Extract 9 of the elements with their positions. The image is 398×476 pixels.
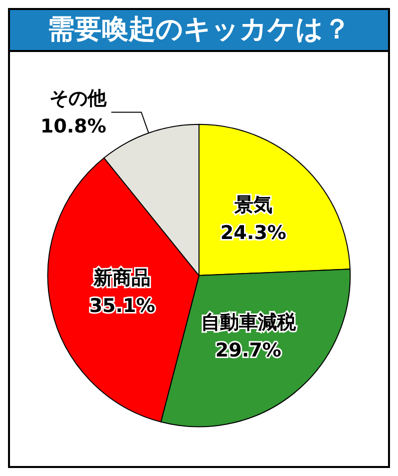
slice-label: 自動車減税	[200, 312, 297, 334]
slice-label: 景気	[233, 194, 272, 216]
slice-label: その他	[49, 87, 108, 110]
data-label: 35.1%	[89, 295, 156, 318]
data-label: 10.8%	[40, 115, 106, 138]
data-label: 29.7%	[215, 340, 282, 362]
chart-title: 需要喚起のキッカケは？	[10, 10, 388, 52]
data-label: 24.3%	[220, 222, 286, 244]
slice-label: 新商品	[92, 267, 151, 290]
